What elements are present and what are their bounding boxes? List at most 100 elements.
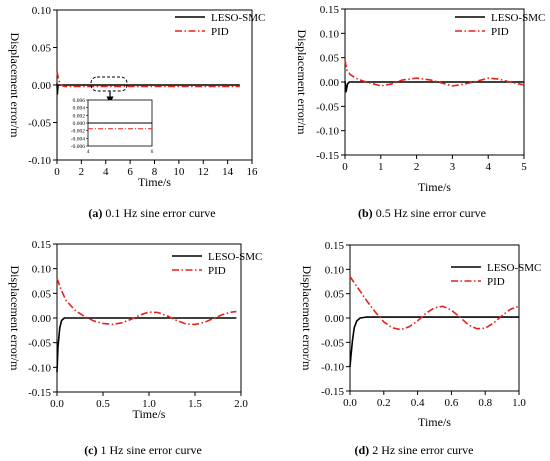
caption-text: 1 Hz sine error curve <box>98 443 202 457</box>
caption-letter: (b) <box>358 206 373 220</box>
caption-text: 0.5 Hz sine error curve <box>373 206 486 220</box>
plot-b: 0 1 2 3 4 5 -0.15 -0.10 -0.05 0.00 0.05 0.10 0.15 Tim… <box>295 4 545 194</box>
inset-y-tick-label: 0.002 <box>73 113 86 119</box>
legend-label: LESO-SMC <box>487 262 541 274</box>
y-tick-label: -0.05 <box>316 101 339 113</box>
x-tick-label: 5 <box>521 161 527 173</box>
x-tick-label: 3 <box>450 161 456 173</box>
caption-letter: (d) <box>355 443 370 457</box>
series-line-pid <box>56 278 237 326</box>
y-tick-label: -0.05 <box>28 338 51 350</box>
caption-d: (d) 2 Hz sine error curve <box>355 443 474 457</box>
legend-label: PID <box>487 276 505 288</box>
series-line-leso-smc <box>56 83 240 95</box>
x-tick-label: 1.5 <box>188 398 202 410</box>
x-tick-label: 14 <box>222 166 234 178</box>
y-tick-label: 0.10 <box>320 28 340 40</box>
x-tick-label: 1.0 <box>512 397 526 409</box>
x-axis-label: Time/s <box>418 180 451 194</box>
x-tick-label: 0.0 <box>343 397 357 409</box>
y-tick-label: 0.15 <box>32 239 52 251</box>
y-tick-label: 0.10 <box>32 264 52 276</box>
x-tick-label: 2 <box>414 161 420 173</box>
y-axis-label: Displacement error/m <box>295 30 309 136</box>
x-tick-label: 2.0 <box>234 398 248 410</box>
inset-y-tick-label: -0.006 <box>71 144 85 150</box>
y-tick-label: -0.15 <box>28 387 51 399</box>
y-tick-label: -0.05 <box>321 337 344 349</box>
y-tick-label: 0.05 <box>32 43 52 55</box>
legend-label: PID <box>208 265 226 277</box>
y-tick-label: -0.10 <box>28 155 51 167</box>
caption-a: (a) 0.1 Hz sine error curve <box>88 206 215 220</box>
inset-y-tick-label: 0.004 <box>73 106 86 112</box>
y-tick-label: 0.00 <box>320 77 340 89</box>
caption-c: (c) 1 Hz sine error curve <box>84 443 202 457</box>
series-line-leso-smc <box>349 316 519 367</box>
y-tick-label: 0.00 <box>32 80 52 92</box>
x-axis-label: Time/s <box>133 407 166 421</box>
x-tick-label: 0.5 <box>96 398 110 410</box>
x-tick-label: 4 <box>103 166 109 178</box>
plot-c: 0.0 0.5 1.0 1.5 2.0 -0.15 -0.10 -0.05 0.00 0.05 0.… <box>8 239 262 421</box>
inset-x-tick-label: 6 <box>151 149 154 155</box>
y-tick-label: -0.05 <box>28 118 51 130</box>
series-line-pid <box>56 71 240 88</box>
x-tick-label: 0.8 <box>478 397 492 409</box>
y-tick-label: 0.05 <box>325 289 345 301</box>
y-tick-label: -0.10 <box>321 362 344 374</box>
y-tick-label: 0.10 <box>325 264 345 276</box>
legend-label: LESO-SMC <box>208 251 262 263</box>
x-tick-label: 1.0 <box>142 398 156 410</box>
series-line-pid <box>349 276 520 331</box>
caption-b: (b) 0.5 Hz sine error curve <box>358 206 486 220</box>
y-tick-label: -0.15 <box>316 150 339 162</box>
y-tick-label: 0.05 <box>320 53 340 65</box>
x-tick-label: 0 <box>54 166 60 178</box>
zoom-region-box <box>90 76 128 92</box>
y-axis-label: Displacement error/m <box>300 266 314 372</box>
y-axis-label: Displacement error/m <box>8 266 22 372</box>
y-tick-label: 0.15 <box>325 240 345 252</box>
x-tick-label: 0.6 <box>445 397 459 409</box>
caption-text: 2 Hz sine error curve <box>369 443 473 457</box>
legend-label: LESO-SMC <box>491 12 545 24</box>
x-tick-label: 16 <box>247 166 259 178</box>
y-tick-label: -0.15 <box>321 386 344 398</box>
x-tick-label: 1 <box>378 161 384 173</box>
y-tick-label: 0.10 <box>32 5 52 17</box>
y-tick-label: 0.00 <box>32 313 52 325</box>
x-tick-label: 0.2 <box>377 397 391 409</box>
caption-text: 0.1 Hz sine error curve <box>102 206 215 220</box>
panel-a: (a) 0.1 Hz sine error curve 0 2 4 6 8 10 12 14 1… <box>8 5 265 220</box>
plot-d: 0.0 0.2 0.4 0.6 0.8 1.0 -0.15 -0.10 -0.05 0.00 0.0… <box>300 240 541 429</box>
legend-label: PID <box>491 26 509 38</box>
x-tick-label: 12 <box>198 166 209 178</box>
series-line-pid <box>344 59 525 87</box>
y-tick-label: -0.10 <box>316 126 339 138</box>
x-tick-label: 0.4 <box>411 397 425 409</box>
panel-d: (d) 2 Hz sine error curve 0.0 0.2 0.4 0.6 0.… <box>300 240 541 457</box>
inset-y-tick-label: -0.002 <box>71 129 85 135</box>
y-tick-label: 0.00 <box>325 313 345 325</box>
inset-y-tick-label: 0.000 <box>73 121 86 127</box>
series-line-leso-smc <box>344 80 524 93</box>
y-tick-label: -0.10 <box>28 362 51 374</box>
x-tick-label: 10 <box>173 166 185 178</box>
x-axis-label: Time/s <box>138 175 171 189</box>
inset-x-tick-label: 4 <box>87 149 90 155</box>
legend-label: PID <box>211 26 229 38</box>
caption-letter: (c) <box>84 443 97 457</box>
series-line-leso-smc <box>56 317 237 373</box>
caption-letter: (a) <box>88 206 102 220</box>
y-tick-label: 0.15 <box>320 4 340 16</box>
plot-a: 0 2 4 6 8 10 12 14 16 -0.10 -0.05 0.00 0.05 0.10 Time/… <box>8 5 265 189</box>
x-tick-label: 0.0 <box>50 398 64 410</box>
x-tick-label: 6 <box>127 166 133 178</box>
inset-y-tick-label: -0.004 <box>71 136 85 142</box>
panel-b: (b) 0.5 Hz sine error curve 0 1 2 3 4 5 -0.15 -… <box>295 4 545 220</box>
inset-y-tick-label: 0.006 <box>73 98 86 104</box>
x-tick-label: 0 <box>342 161 348 173</box>
x-axis-label: Time/s <box>418 415 451 429</box>
